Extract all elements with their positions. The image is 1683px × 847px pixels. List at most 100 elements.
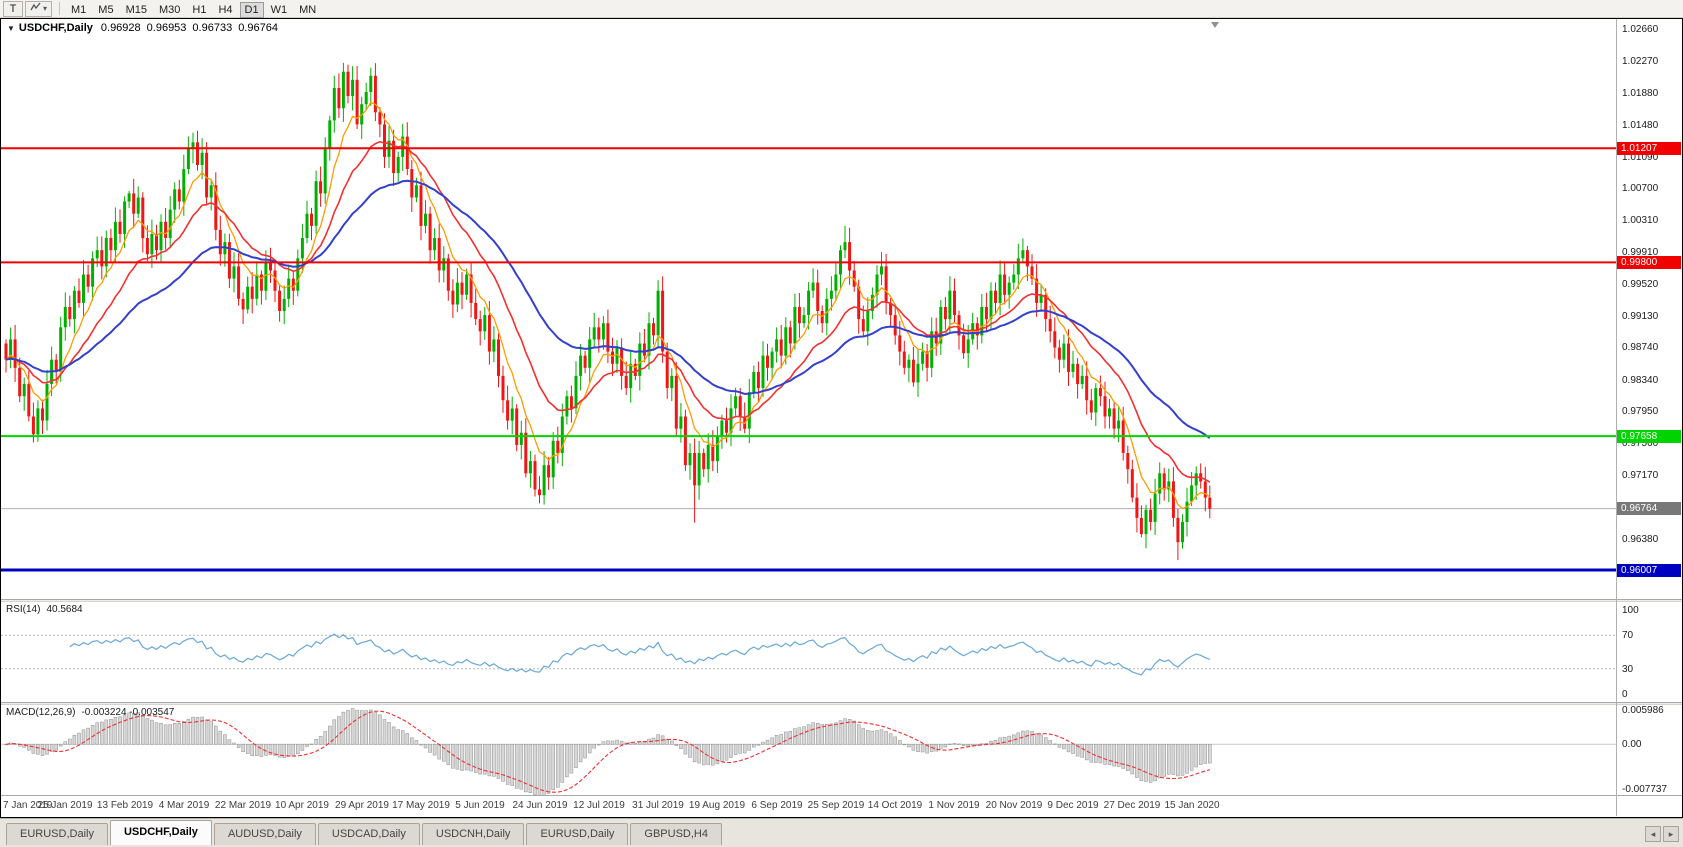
tab-eurusd-daily[interactable]: EURUSD,Daily bbox=[6, 823, 108, 845]
rsi-chart bbox=[1, 633, 1616, 676]
quote-low: 0.96733 bbox=[192, 22, 233, 34]
timeframe-H1-button[interactable]: H1 bbox=[187, 2, 211, 18]
tab-usdcad-daily[interactable]: USDCAD,Daily bbox=[317, 823, 420, 845]
zigzag-icon bbox=[30, 2, 41, 15]
tab-audusd-daily[interactable]: AUDUSD,Daily bbox=[213, 823, 316, 845]
time-axis-label: 19 Aug 2019 bbox=[688, 800, 746, 811]
tab-usdcnh-daily[interactable]: USDCNH,Daily bbox=[421, 823, 525, 845]
pane-separator[interactable] bbox=[1, 702, 1682, 705]
hline-price-badge: 0.97658 bbox=[1617, 429, 1681, 443]
price-tick-label: 1.01480 bbox=[1622, 120, 1659, 132]
time-axis-label: 9 Dec 2019 bbox=[1047, 800, 1099, 811]
macd-tick-label: 0.00 bbox=[1622, 739, 1642, 751]
time-axis[interactable]: 7 Jan 2019 25 Jan 2019 13 Feb 2019 4 Mar 20… bbox=[1, 795, 1682, 816]
time-axis-label: 17 May 2019 bbox=[392, 800, 450, 811]
timeframe-W1-button[interactable]: W1 bbox=[266, 2, 293, 18]
macd-chart bbox=[1, 708, 1616, 795]
time-axis-label: 12 Jul 2019 bbox=[573, 800, 625, 811]
price-tick-label: 1.01880 bbox=[1622, 87, 1659, 99]
timeframe-M5-button[interactable]: M5 bbox=[93, 2, 118, 18]
chevron-down-icon: ▾ bbox=[43, 4, 48, 13]
tab-usdchf-daily[interactable]: USDCHF,Daily bbox=[109, 820, 212, 845]
time-axis-label: 15 Jan 2020 bbox=[1164, 800, 1220, 811]
time-axis-label: 14 Oct 2019 bbox=[867, 800, 923, 811]
time-axis-label: 20 Nov 2019 bbox=[985, 800, 1043, 811]
rsi-tick-label: 100 bbox=[1622, 605, 1639, 617]
rsi-value: 40.5684 bbox=[46, 604, 83, 615]
timeframe-MN-button[interactable]: MN bbox=[294, 2, 321, 18]
timeframe-D1-button[interactable]: D1 bbox=[239, 1, 264, 18]
objects-tool-button[interactable]: ▾ bbox=[25, 0, 53, 17]
price-tick-label: 0.98340 bbox=[1622, 374, 1659, 386]
macd-values: -0.003224 -0.003547 bbox=[81, 707, 175, 718]
macd-tick-label: 0.005986 bbox=[1622, 705, 1664, 716]
chart-window: ▼ USDCHF,Daily 0.96928 0.96953 0.96733 0.9676… bbox=[0, 18, 1683, 818]
price-tick-label: 0.99910 bbox=[1622, 247, 1659, 259]
time-axis-label: 10 Apr 2019 bbox=[275, 800, 329, 811]
tab-eurusd-daily[interactable]: EURUSD,Daily bbox=[526, 823, 629, 845]
time-axis-label: 5 Jun 2019 bbox=[455, 800, 505, 811]
symbol-label: USDCHF,Daily bbox=[18, 22, 93, 34]
macd-name: MACD(12,26,9) bbox=[6, 707, 76, 718]
quote-line: ▼ USDCHF,Daily 0.96928 0.96953 0.96733 0.9676… bbox=[7, 22, 284, 34]
time-axis-label: 1 Nov 2019 bbox=[928, 800, 980, 811]
rsi-tick-label: 0 bbox=[1622, 688, 1628, 700]
time-axis-label: 25 Sep 2019 bbox=[807, 800, 865, 811]
time-axis-label: 27 Dec 2019 bbox=[1103, 800, 1161, 811]
pane-separator[interactable] bbox=[1, 599, 1682, 602]
macd-axis[interactable]: 0.005986 0.00 -0.007737 bbox=[1617, 705, 1683, 795]
chart-toolbar: T ▾ M1 M5 M15 M30 H1 H4 D1 W1 MN bbox=[0, 0, 1683, 18]
price-tick-label: 0.99130 bbox=[1622, 310, 1659, 322]
timeframe-M30-button[interactable]: M30 bbox=[154, 2, 185, 18]
collapse-icon[interactable]: ▼ bbox=[7, 24, 15, 33]
tab-scroll-left-button[interactable]: ◂ bbox=[1645, 826, 1661, 842]
time-axis-label: 31 Jul 2019 bbox=[632, 800, 684, 811]
tab-gbpusd-h4[interactable]: GBPUSD,H4 bbox=[630, 823, 722, 845]
price-tick-label: 0.99520 bbox=[1622, 279, 1659, 291]
macd-tick-label: -0.007737 bbox=[1622, 784, 1668, 795]
rsi-pane[interactable]: RSI(14) 40.5684 100 70 30 0 bbox=[1, 602, 1682, 702]
price-tick-label: 1.02660 bbox=[1622, 24, 1659, 36]
timeframe-M1-button[interactable]: M1 bbox=[66, 2, 91, 18]
hline-price-badge: 0.96007 bbox=[1617, 563, 1681, 577]
price-tick-label: 0.98740 bbox=[1622, 342, 1659, 354]
time-axis-label: 25 Jan 2019 bbox=[37, 800, 93, 811]
quote-close: 0.96764 bbox=[238, 22, 278, 34]
macd-label: MACD(12,26,9) -0.003224 -0.003547 bbox=[6, 707, 180, 718]
text-tool-button[interactable]: T bbox=[3, 0, 23, 17]
price-tick-label: 0.97950 bbox=[1622, 406, 1659, 418]
toolbar-separator bbox=[59, 2, 61, 15]
chart-tab-bar: EURUSD,Daily USDCHF,Daily AUDUSD,Daily USDC… bbox=[0, 818, 1683, 847]
chart-shift-marker[interactable] bbox=[1211, 22, 1219, 28]
macd-pane[interactable]: MACD(12,26,9) -0.003224 -0.003547 0.00598… bbox=[1, 705, 1682, 795]
quote-high: 0.96953 bbox=[146, 22, 187, 34]
rsi-tick-label: 70 bbox=[1622, 630, 1634, 642]
candlestick-chart bbox=[1, 62, 1616, 572]
rsi-axis[interactable]: 100 70 30 0 bbox=[1617, 602, 1683, 702]
main-chart-pane[interactable]: ▼ USDCHF,Daily 0.96928 0.96953 0.96733 0.9676… bbox=[1, 19, 1682, 599]
quote-open: 0.96928 bbox=[100, 22, 141, 34]
hline-price-badge: 0.99800 bbox=[1617, 255, 1681, 269]
price-tick-label: 0.96380 bbox=[1622, 533, 1659, 545]
time-axis-label: 29 Apr 2019 bbox=[335, 800, 389, 811]
rsi-name: RSI(14) bbox=[6, 604, 41, 615]
price-tick-label: 0.97560 bbox=[1622, 438, 1659, 450]
time-axis-label: 22 Mar 2019 bbox=[214, 800, 272, 811]
tab-scroll-control: ◂ ▸ bbox=[1645, 826, 1679, 845]
price-axis[interactable]: 1.02660 1.02270 1.01880 1.01480 1.01090 1.007… bbox=[1617, 19, 1683, 599]
timeframe-H4-button[interactable]: H4 bbox=[213, 2, 237, 18]
timeframe-group: M1 M5 M15 M30 H1 H4 D1 W1 MN bbox=[65, 0, 322, 18]
current-price-badge: 0.96764 bbox=[1617, 502, 1681, 516]
price-tick-label: 1.01090 bbox=[1622, 151, 1659, 163]
price-tick-label: 1.02270 bbox=[1622, 55, 1659, 67]
timeframe-M15-button[interactable]: M15 bbox=[121, 2, 152, 18]
time-axis-label: 24 Jun 2019 bbox=[512, 800, 568, 811]
time-axis-label: 4 Mar 2019 bbox=[158, 800, 210, 811]
time-axis-label: 6 Sep 2019 bbox=[751, 800, 803, 811]
tab-scroll-right-button[interactable]: ▸ bbox=[1663, 826, 1679, 842]
time-axis-label: 7 Jan 2019 bbox=[3, 800, 53, 811]
time-axis-label: 13 Feb 2019 bbox=[96, 800, 154, 811]
rsi-tick-label: 30 bbox=[1622, 663, 1634, 675]
price-tick-label: 1.00700 bbox=[1622, 183, 1659, 195]
